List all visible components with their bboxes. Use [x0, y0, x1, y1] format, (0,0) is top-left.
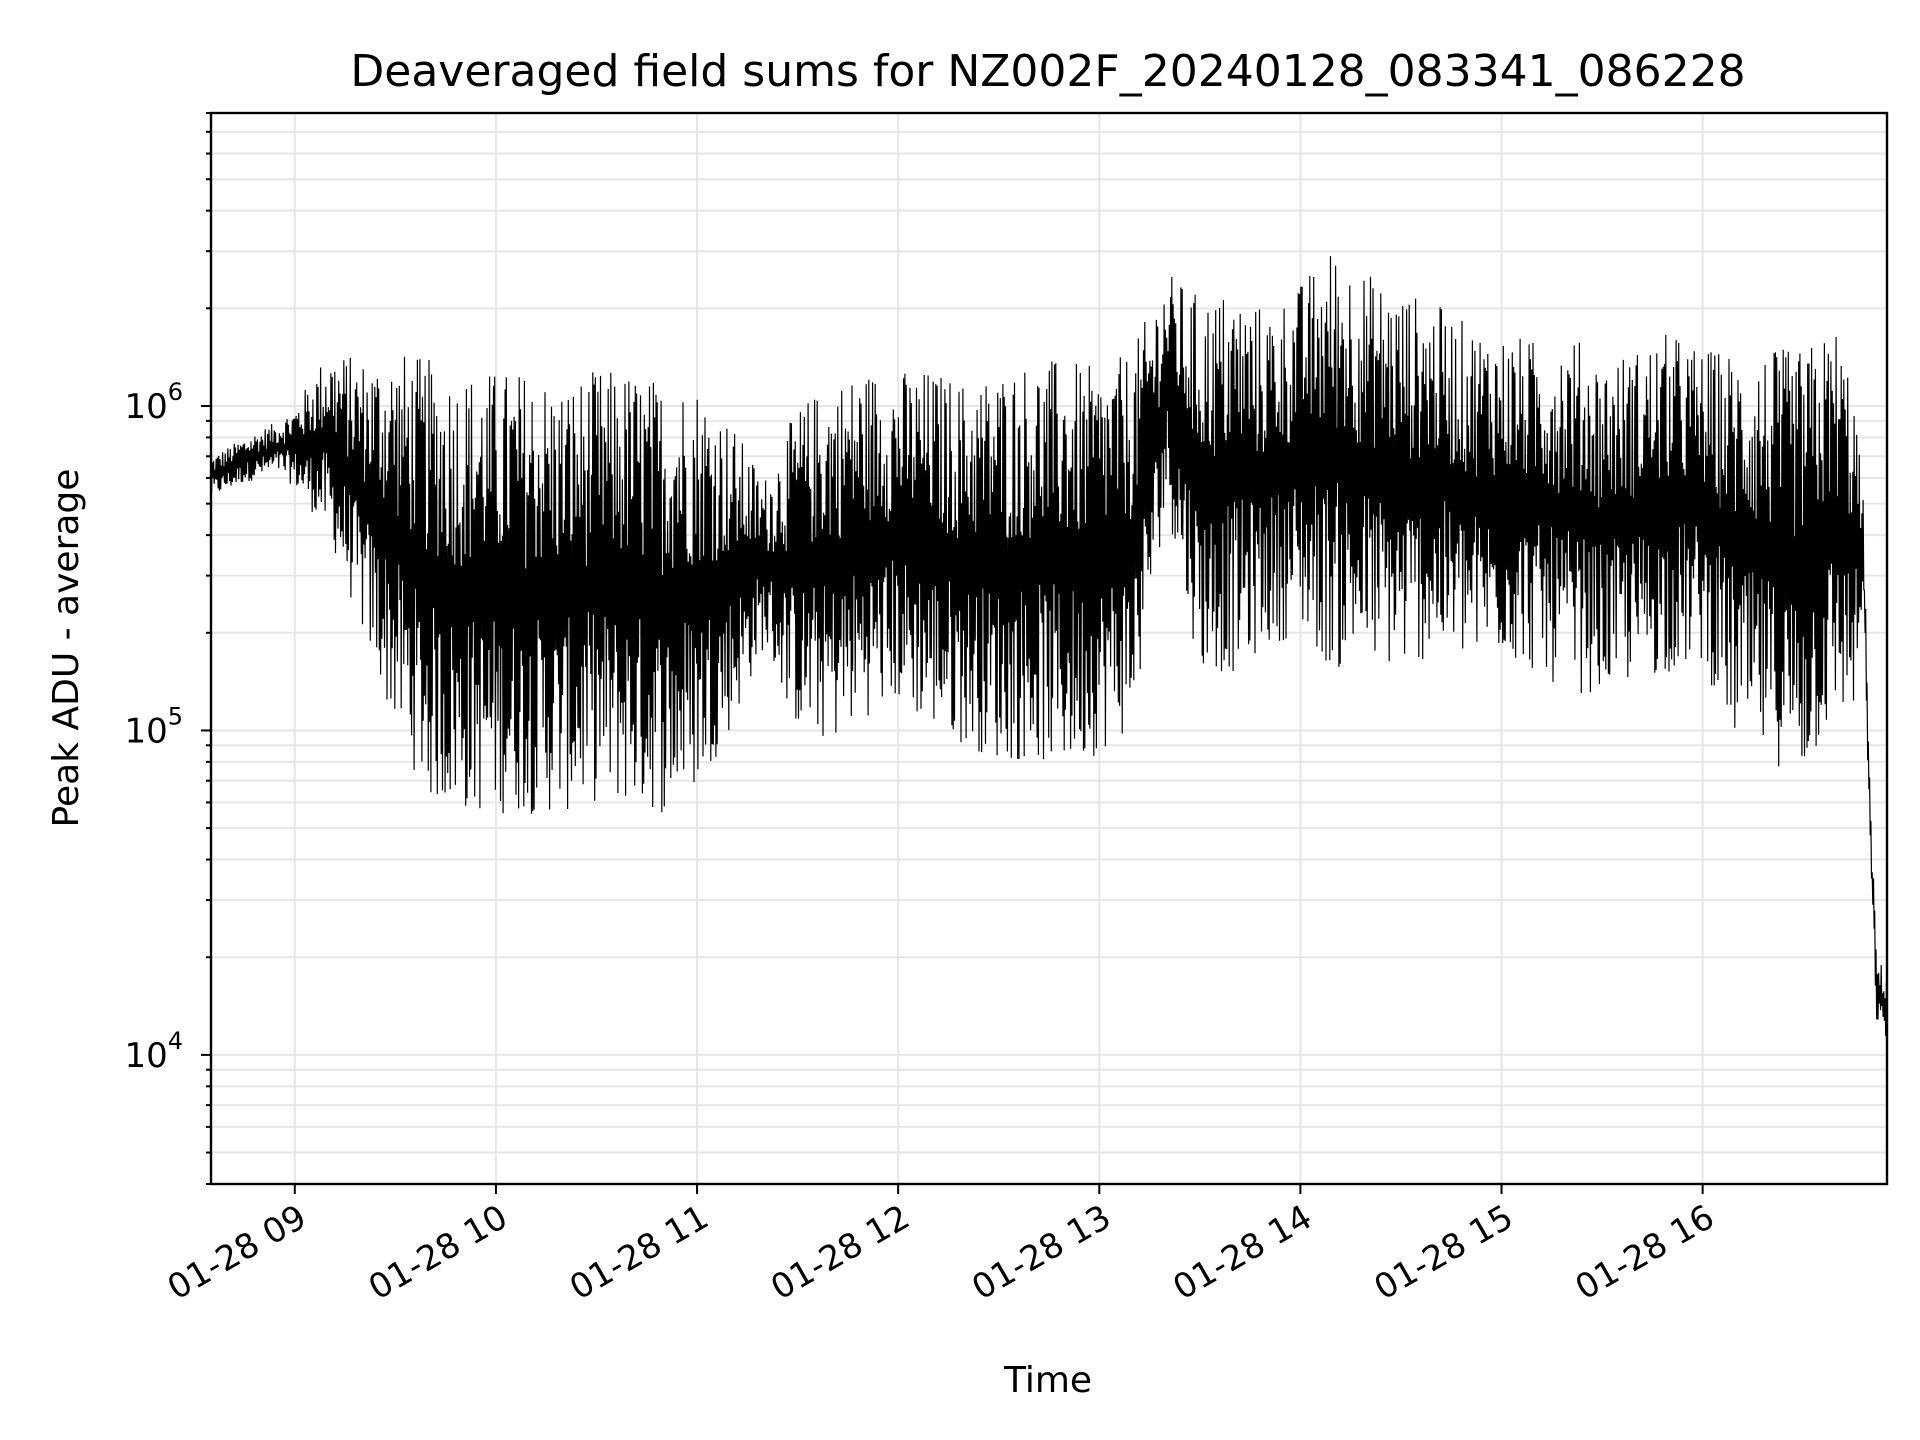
plot-frame	[209, 111, 1889, 1186]
y-tick-label: 104	[124, 1027, 183, 1076]
data-series	[210, 256, 1888, 1036]
y-axis: 104 105 106	[124, 112, 211, 1185]
x-axis-label: Time	[1003, 1360, 1092, 1401]
series-line	[210, 256, 1888, 1036]
y-tick-label: 106	[124, 378, 183, 427]
y-tick-label: 105	[124, 702, 183, 751]
chart-title: Deaveraged field sums for NZ002F_2024012…	[350, 46, 1745, 97]
y-axis-label: Peak ADU - average	[46, 469, 87, 828]
